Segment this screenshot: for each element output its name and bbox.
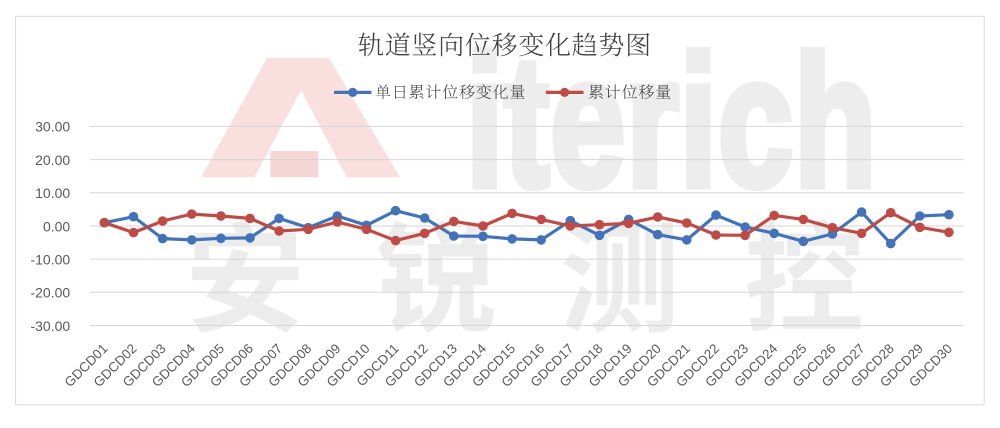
svg-text:iterich: iterich <box>466 18 877 225</box>
svg-text:10.00: 10.00 <box>35 185 70 201</box>
svg-text:20.00: 20.00 <box>35 152 70 168</box>
svg-text:-30.00: -30.00 <box>30 318 70 334</box>
svg-text:0.00: 0.00 <box>43 218 70 234</box>
svg-text:30.00: 30.00 <box>35 119 70 135</box>
svg-text:-20.00: -20.00 <box>30 285 70 301</box>
svg-text:-10.00: -10.00 <box>30 251 70 267</box>
